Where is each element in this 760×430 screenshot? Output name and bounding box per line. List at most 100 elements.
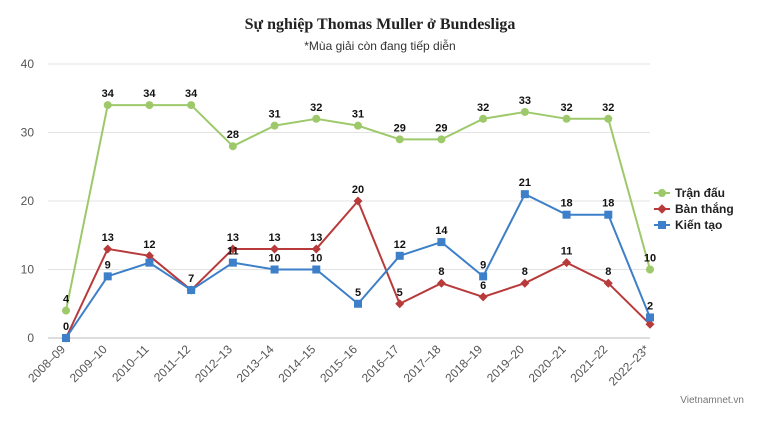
- x-tick-label: 2018–19: [442, 342, 485, 385]
- data-point-assists: [187, 286, 196, 295]
- data-label-matches: 29: [394, 122, 406, 134]
- data-point-assists: [437, 238, 446, 247]
- data-label-assists: 18: [602, 198, 614, 210]
- data-label-goals: 6: [480, 280, 486, 292]
- y-tick-label: 20: [21, 194, 35, 208]
- data-label-matches: 4: [63, 294, 70, 306]
- data-label-matches: 34: [185, 88, 198, 100]
- data-point-assists: [145, 258, 154, 267]
- data-label-matches: 28: [227, 129, 239, 141]
- data-point-matches: [312, 114, 321, 123]
- x-tick-label: 2011–12: [151, 342, 194, 385]
- data-point-matches: [520, 107, 529, 116]
- data-point-goals: [478, 292, 488, 302]
- legend-label-assists: Kiến tạo: [675, 218, 723, 232]
- data-point-goals: [520, 278, 530, 288]
- data-point-assists: [103, 272, 112, 281]
- data-label-goals: 11: [561, 246, 573, 258]
- data-label-matches: 10: [644, 253, 656, 265]
- data-point-assists: [562, 210, 571, 219]
- data-label-matches: 31: [352, 109, 364, 121]
- data-label-matches: 32: [560, 102, 572, 114]
- legend-item-assists[interactable]: Kiến tạo: [654, 217, 734, 233]
- legend: Trận đấu Bàn thắng Kiến tạo: [654, 185, 734, 233]
- x-tick-label: 2012–13: [192, 342, 235, 385]
- data-point-assists: [270, 265, 279, 274]
- data-point-goals: [603, 278, 613, 288]
- data-label-matches: 32: [602, 102, 614, 114]
- data-point-goals: [103, 244, 113, 254]
- x-tick-label: 2022–23*: [606, 342, 652, 388]
- data-label-matches: 29: [435, 122, 447, 134]
- data-label-assists: 14: [435, 225, 448, 237]
- data-label-goals: 13: [268, 232, 280, 244]
- data-point-assists: [520, 190, 529, 199]
- data-point-matches: [604, 114, 613, 123]
- y-tick-label: 30: [21, 126, 35, 140]
- data-point-matches: [354, 121, 362, 130]
- y-tick-label: 10: [21, 263, 35, 277]
- data-point-assists: [354, 299, 362, 308]
- data-point-goals: [562, 258, 572, 268]
- data-label-goals: 8: [438, 266, 444, 278]
- data-label-goals: 7: [188, 273, 194, 285]
- x-tick-label: 2016–17: [359, 342, 402, 385]
- data-label-assists: 10: [268, 253, 280, 265]
- data-point-goals: [436, 278, 446, 288]
- data-point-goals: [645, 319, 655, 329]
- data-label-goals: 13: [227, 232, 239, 244]
- legend-item-matches[interactable]: Trận đấu: [654, 185, 734, 201]
- legend-item-goals[interactable]: Bàn thắng: [654, 201, 734, 217]
- data-point-matches: [103, 101, 112, 110]
- data-label-matches: 34: [102, 88, 115, 100]
- data-point-assists: [62, 334, 70, 342]
- y-tick-label: 40: [21, 57, 35, 71]
- x-tick-label: 2013–14: [234, 342, 277, 385]
- data-label-assists: 10: [310, 253, 322, 265]
- chart-title: Sự nghiệp Thomas Muller ở Bundesliga: [244, 16, 516, 33]
- data-point-assists: [312, 265, 321, 274]
- data-label-goals: 13: [102, 232, 114, 244]
- legend-label-matches: Trận đấu: [675, 186, 726, 200]
- data-point-matches: [270, 121, 279, 130]
- series-line-assists: [65, 193, 651, 339]
- data-point-matches: [562, 114, 571, 123]
- data-point-assists: [395, 251, 404, 260]
- data-point-matches: [479, 114, 488, 123]
- data-point-assists: [646, 313, 654, 322]
- data-label-goals: 12: [143, 239, 155, 251]
- chart-subtitle: *Mùa giải còn đang tiếp diễn: [304, 39, 456, 53]
- data-label-assists: 5: [355, 287, 361, 299]
- data-label-assists: 9: [480, 259, 486, 271]
- data-label-assists: 11: [227, 246, 239, 258]
- x-tick-label: 2020–21: [526, 342, 569, 385]
- data-point-matches: [395, 135, 404, 144]
- data-label-matches: 34: [143, 88, 156, 100]
- legend-label-goals: Bàn thắng: [675, 202, 734, 216]
- data-label-assists: 12: [394, 239, 406, 251]
- data-point-goals: [311, 244, 321, 254]
- data-label-assists: 9: [105, 259, 111, 271]
- data-point-matches: [187, 101, 196, 110]
- legend-swatch-goals: [654, 203, 670, 215]
- legend-swatch-matches: [654, 187, 670, 199]
- data-point-matches: [145, 101, 154, 110]
- x-tick-label: 2014–15: [275, 342, 318, 385]
- x-tick-label: 2015–16: [317, 342, 360, 385]
- data-point-matches: [646, 265, 654, 274]
- x-tick-label: 2009–10: [67, 342, 110, 385]
- data-point-matches: [228, 142, 237, 151]
- data-point-goals: [353, 196, 363, 206]
- data-label-goals: 8: [522, 266, 528, 278]
- x-tick-label: 2008–09: [25, 342, 68, 385]
- data-label-matches: 32: [310, 102, 322, 114]
- x-tick-label: 2021–22: [567, 342, 610, 385]
- data-point-goals: [228, 244, 238, 254]
- data-label-matches: 32: [477, 102, 489, 114]
- data-label-matches: 31: [268, 109, 280, 121]
- data-label-assists: 2: [647, 300, 653, 312]
- data-point-assists: [228, 258, 237, 267]
- data-label-goals: 5: [397, 287, 403, 299]
- data-point-goals: [144, 251, 154, 261]
